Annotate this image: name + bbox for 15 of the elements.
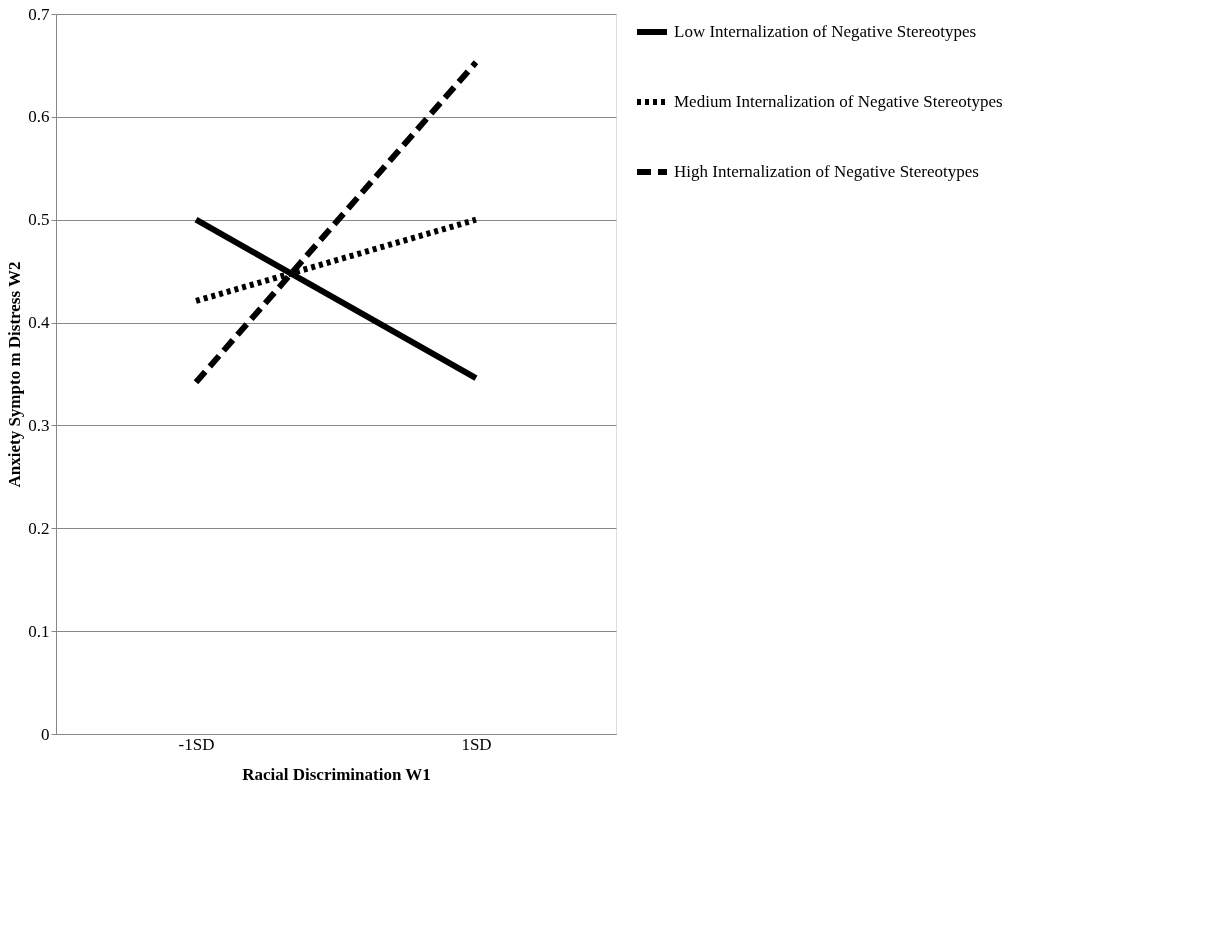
- y-tick-label: 0.4: [28, 313, 50, 333]
- x-axis-title: Racial Discrimination W1: [242, 764, 431, 784]
- legend-label: Low Internalization of Negative Stereotypes: [674, 22, 977, 41]
- y-tick-label: 0.3: [28, 415, 50, 435]
- y-axis-title: Anxiety Sympto m Distress W2: [5, 261, 25, 488]
- legend-label: High Internalization of Negative Stereotypes: [674, 162, 979, 181]
- y-tick-label: 0.7: [28, 4, 50, 24]
- x-tick-label: 1SD: [461, 734, 492, 754]
- y-tick-label: 0: [41, 724, 50, 744]
- y-tick-label: 0.5: [28, 210, 50, 230]
- y-tick-label: 0.2: [28, 518, 50, 538]
- legend-label: Medium Internalization of Negative Stereotypes: [674, 92, 1003, 111]
- y-tick-label: 0.1: [28, 621, 50, 641]
- y-tick-label: 0.6: [28, 107, 50, 127]
- x-tick-label: -1SD: [178, 734, 215, 754]
